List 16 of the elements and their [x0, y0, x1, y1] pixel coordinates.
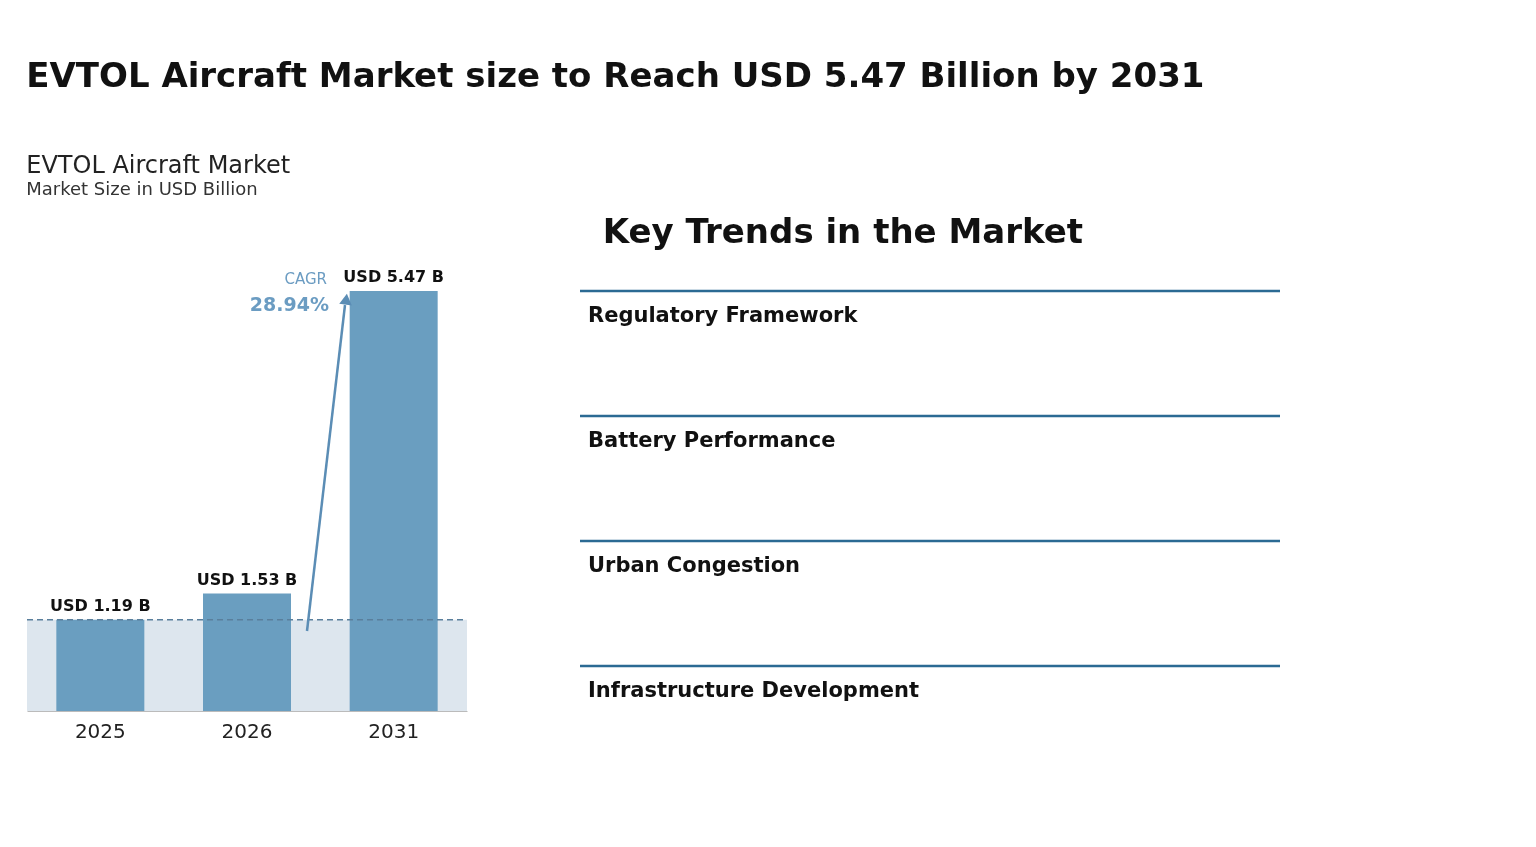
text: EVTOL Aircraft Market size to Reach USD 5.47 Billion by 2031 [26, 55, 1205, 95]
data-label: USD 1.19 B [50, 595, 151, 615]
text: Infrastructure Development [588, 678, 919, 702]
data-label: USD 5.47 B [343, 267, 444, 286]
text: Battery Performance [588, 428, 836, 452]
data-label: USD 1.53 B [196, 569, 298, 589]
annotation: 28.94% [249, 293, 329, 315]
x-tick-label: 2025 [74, 718, 126, 743]
text: Regulatory Framework [588, 303, 859, 327]
x-tick-label: 2026 [221, 718, 273, 743]
text: Key Trends in the Market [602, 210, 1084, 251]
text: CAGR [284, 270, 327, 288]
text: Urban Congestion [588, 553, 801, 577]
chart-title: EVTOL Aircraft Market [26, 151, 291, 179]
chart-subtitle: Market Size in USD Billion [26, 178, 258, 199]
x-tick-label: 2031 [368, 718, 420, 743]
